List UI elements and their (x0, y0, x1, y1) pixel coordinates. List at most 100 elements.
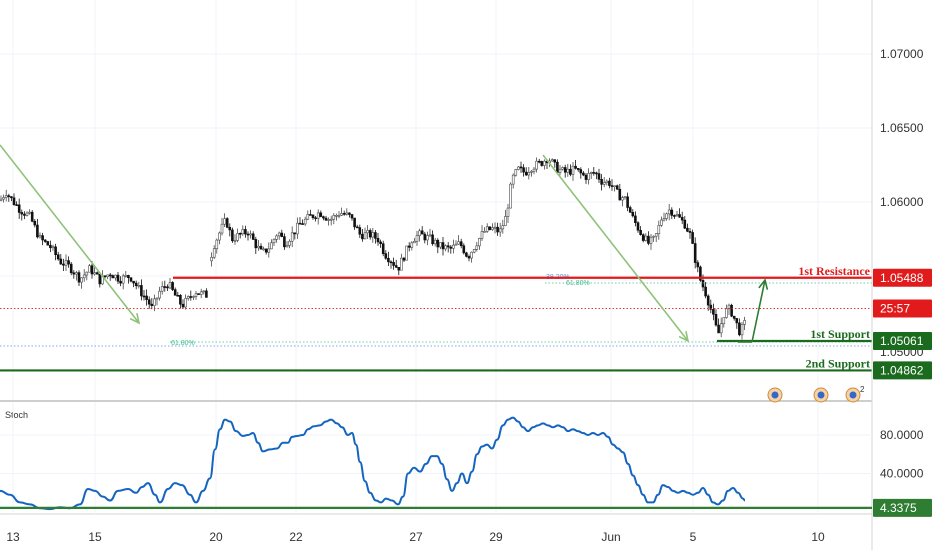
candle-body (363, 232, 367, 240)
candle-body (293, 232, 297, 235)
candle-body (46, 241, 50, 246)
candle-body (194, 293, 198, 297)
candle-body (324, 217, 328, 221)
candle-body (381, 243, 385, 254)
candle-body (93, 272, 96, 275)
candle-body (680, 216, 684, 221)
candle-body (496, 226, 499, 233)
event-icons[interactable]: 2 (767, 385, 865, 403)
news-flag-group-icon[interactable]: 2 (845, 385, 865, 403)
candle-body (64, 260, 68, 266)
candle-body (670, 209, 674, 216)
candle-body (257, 245, 260, 249)
candle-body (621, 197, 624, 201)
candle-body (584, 174, 588, 180)
current-price-tag[interactable]: 25:57 (873, 299, 932, 318)
candle-body (454, 243, 458, 246)
candle-body (423, 233, 427, 241)
candle-body (290, 232, 294, 242)
candle-body (17, 204, 21, 213)
candle-body (270, 242, 273, 250)
candle-body (62, 263, 65, 266)
candle-body (142, 295, 146, 298)
candle-body (337, 214, 341, 217)
arrow-head (758, 278, 769, 290)
candle-body (23, 213, 26, 216)
candle-body (618, 188, 622, 201)
candle-body (675, 214, 679, 216)
news-flag-icon[interactable] (767, 387, 783, 403)
candle-body (54, 246, 57, 256)
stoch-level-tag[interactable]: 4.3375 (873, 498, 932, 517)
stoch-tag-bg (873, 498, 932, 517)
candle-body (119, 280, 122, 284)
candle-body (158, 290, 161, 299)
candle-body (394, 265, 398, 268)
stoch-pane-title: Stoch (5, 410, 28, 420)
candle-body (501, 225, 505, 230)
down-arrow-icon[interactable] (542, 154, 690, 343)
candle-body (402, 257, 406, 261)
candle-body (537, 160, 541, 163)
price-tag-label: 25:57 (880, 302, 910, 316)
candle-body (306, 214, 310, 220)
stochastic-pane[interactable]: Stoch (0, 402, 872, 514)
candle-body (59, 258, 63, 265)
down-arrow-icon[interactable] (0, 144, 141, 325)
price-tick-label: 1.06500 (880, 121, 924, 135)
candle-body (205, 290, 208, 298)
stochastic-axis[interactable]: 80.0000 40.0000 4.3375 (873, 428, 932, 517)
candle-body (576, 168, 580, 170)
candle-body (472, 249, 476, 253)
candle-body (613, 185, 616, 188)
candle-body (233, 240, 237, 242)
candle-body (155, 297, 159, 300)
candle-body (176, 294, 180, 297)
candle-body (106, 274, 109, 278)
candle-body (595, 172, 598, 175)
candle-body (220, 223, 224, 234)
candle-body (301, 223, 304, 225)
arrow-head (129, 313, 141, 325)
up-arrow-icon[interactable] (751, 278, 769, 343)
stoch-line[interactable] (0, 416, 746, 511)
support-price-tag[interactable]: 1.04862 (873, 361, 932, 380)
candle-body (197, 293, 200, 295)
support-price-tag[interactable]: 1.05061 (873, 331, 932, 350)
candle-body (579, 169, 583, 174)
candle-body (644, 235, 648, 241)
news-flag-icon[interactable] (813, 387, 829, 403)
time-axis[interactable]: 13 15 20 22 27 29 Jun 5 10 (6, 530, 825, 544)
candle-body (199, 291, 203, 295)
candle-body (374, 232, 377, 239)
resistance-price-tag[interactable]: 1.05488 (873, 268, 932, 287)
candle-body (556, 161, 559, 173)
candle-body (480, 231, 484, 239)
candle-body (379, 241, 382, 244)
price-axis[interactable]: 1.050001.070001.065001.060001.0548825:57… (873, 47, 932, 380)
candle-body (452, 244, 455, 249)
candle-body (527, 172, 531, 176)
candle-body (332, 215, 336, 220)
candle-body (80, 277, 83, 283)
price-pane[interactable] (0, 0, 872, 400)
candlestick-series (0, 157, 746, 340)
candle-body (511, 174, 515, 185)
candle-body (558, 168, 562, 173)
candle-body (522, 167, 525, 173)
candle-body (285, 245, 289, 248)
candle-body (662, 218, 666, 221)
candle-body (686, 227, 689, 232)
candle-body (732, 315, 736, 319)
candle-body (475, 245, 479, 250)
candle-body (43, 239, 47, 242)
candle-body (431, 234, 434, 245)
candle-body (124, 275, 128, 277)
candle-body (173, 289, 177, 296)
stoch-gridlines (0, 402, 872, 514)
candle-body (673, 215, 676, 217)
candle-body (600, 179, 603, 185)
